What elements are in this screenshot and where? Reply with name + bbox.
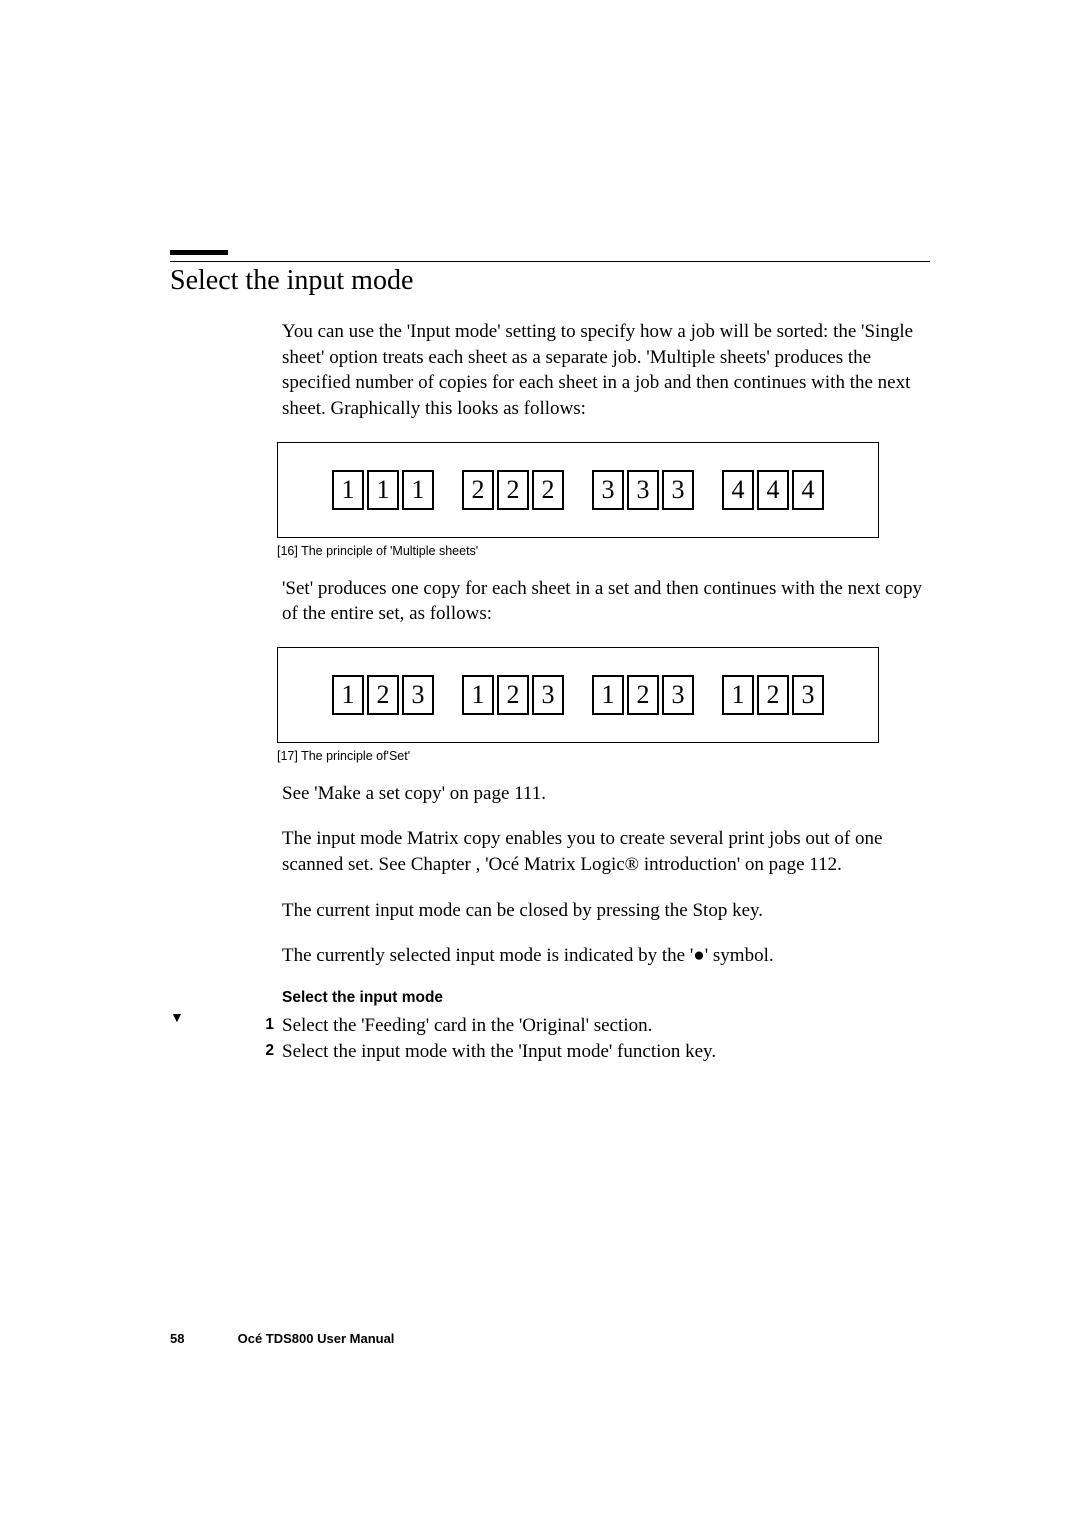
fig1-group-3: 4 4 4 <box>722 470 824 510</box>
fig-box: 2 <box>497 470 529 510</box>
procedure-block: Select the input mode 1 Select the 'Feed… <box>282 989 927 1064</box>
fig-box: 3 <box>592 470 624 510</box>
step-number: 2 <box>254 1039 274 1065</box>
procedure-step: 1 Select the 'Feeding' card in the 'Orig… <box>282 1013 927 1039</box>
fig-box: 3 <box>662 470 694 510</box>
fig-box: 1 <box>722 675 754 715</box>
fig1-group-1: 2 2 2 <box>462 470 564 510</box>
title-rule <box>170 250 228 255</box>
figure1-caption: [16] The principle of 'Multiple sheets' <box>277 544 927 558</box>
fig-box: 1 <box>592 675 624 715</box>
fig-box: 2 <box>627 675 659 715</box>
step-text: Select the input mode with the 'Input mo… <box>282 1039 716 1065</box>
step-text: Select the 'Feeding' card in the 'Origin… <box>282 1013 652 1039</box>
procedure-step: 2 Select the input mode with the 'Input … <box>282 1039 927 1065</box>
fig1-group-0: 1 1 1 <box>332 470 434 510</box>
fig-box: 1 <box>402 470 434 510</box>
fig-box: 3 <box>402 675 434 715</box>
symbol-paragraph: The currently selected input mode is ind… <box>282 943 927 969</box>
fig-box: 2 <box>497 675 529 715</box>
fig2-group-1: 1 2 3 <box>462 675 564 715</box>
procedure-marker-icon: ▼ <box>170 1011 184 1027</box>
fig-box: 4 <box>757 470 789 510</box>
fig-box: 2 <box>532 470 564 510</box>
fig-box: 3 <box>627 470 659 510</box>
fig-box: 3 <box>792 675 824 715</box>
figure-set: 1 2 3 1 2 3 1 2 3 1 2 3 <box>277 647 879 743</box>
fig-box: 4 <box>792 470 824 510</box>
fig-box: 2 <box>367 675 399 715</box>
intro-paragraph: You can use the 'Input mode' setting to … <box>282 319 927 422</box>
manual-title: Océ TDS800 User Manual <box>238 1331 395 1346</box>
fig1-group-2: 3 3 3 <box>592 470 694 510</box>
fig-box: 1 <box>332 675 364 715</box>
fig-box: 3 <box>662 675 694 715</box>
fig2-group-3: 1 2 3 <box>722 675 824 715</box>
fig-box: 1 <box>462 675 494 715</box>
figure-multiple-sheets: 1 1 1 2 2 2 3 3 3 4 4 4 <box>277 442 879 538</box>
see-paragraph: See 'Make a set copy' on page 111. <box>282 781 927 807</box>
fig-box: 2 <box>757 675 789 715</box>
body-content: You can use the 'Input mode' setting to … <box>282 319 927 1064</box>
page-content: Select the input mode You can use the 'I… <box>170 250 930 1064</box>
page-footer: 58 Océ TDS800 User Manual <box>170 1331 394 1346</box>
step-number: 1 <box>254 1013 274 1039</box>
figure2-caption: [17] The principle of'Set' <box>277 749 927 763</box>
matrix-paragraph: The input mode Matrix copy enables you t… <box>282 826 927 877</box>
page-number: 58 <box>170 1331 234 1346</box>
section-title: Select the input mode <box>170 261 930 297</box>
procedure-title: Select the input mode <box>282 989 927 1007</box>
fig-box: 1 <box>367 470 399 510</box>
close-paragraph: The current input mode can be closed by … <box>282 898 927 924</box>
fig-box: 2 <box>462 470 494 510</box>
fig-box: 1 <box>332 470 364 510</box>
fig-box: 3 <box>532 675 564 715</box>
set-intro-paragraph: 'Set' produces one copy for each sheet i… <box>282 576 927 627</box>
fig2-group-2: 1 2 3 <box>592 675 694 715</box>
fig-box: 4 <box>722 470 754 510</box>
fig2-group-0: 1 2 3 <box>332 675 434 715</box>
